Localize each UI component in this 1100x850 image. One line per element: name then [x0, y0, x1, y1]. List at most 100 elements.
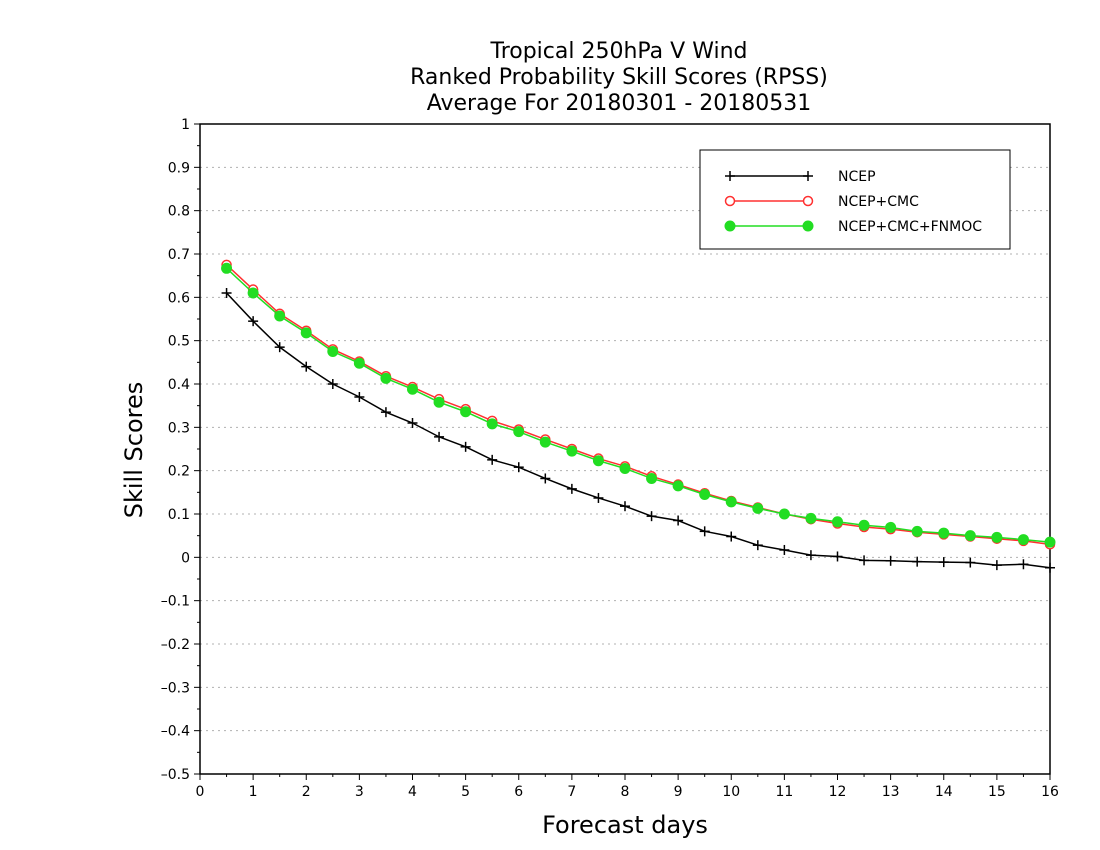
data-point	[912, 556, 923, 567]
x-tick-label: 5	[461, 784, 470, 800]
series-1	[221, 259, 1056, 550]
data-point	[858, 519, 870, 531]
y-tick-label: 0.9	[168, 160, 190, 176]
chart-title-line-3: Average For 20180301 - 20180531	[427, 91, 812, 116]
data-point	[407, 383, 418, 395]
legend-label: NCEP+CMC	[838, 194, 919, 210]
data-point	[460, 406, 472, 418]
data-point	[619, 463, 631, 474]
x-tick-label: 3	[355, 784, 364, 800]
legend-marker-end	[803, 171, 813, 181]
data-point	[247, 287, 259, 299]
data-point	[885, 521, 897, 533]
data-point	[673, 515, 684, 526]
chart-title-line-1: Tropical 250hPa V Wind	[489, 39, 747, 64]
data-point	[699, 526, 710, 537]
legend-label: NCEP	[838, 169, 876, 185]
legend-box	[699, 149, 1011, 250]
data-point	[805, 512, 817, 524]
data-point	[513, 426, 525, 438]
legend-marker-start	[725, 171, 735, 181]
x-tick-label: 15	[988, 784, 1006, 800]
data-point	[1045, 562, 1055, 573]
y-tick-label: –0.2	[161, 637, 190, 653]
data-point	[991, 560, 1002, 571]
y-tick-label: –0.1	[161, 594, 190, 610]
legend-marker-end	[802, 195, 814, 207]
x-tick-label: 1	[249, 784, 258, 800]
data-point	[380, 372, 392, 384]
data-point	[566, 483, 577, 494]
x-tick-label: 12	[829, 784, 847, 800]
data-point	[938, 527, 950, 539]
legend-marker-start	[724, 220, 736, 232]
chart-title: Tropical 250hPa V Wind Ranked Probabilit…	[410, 39, 828, 116]
data-point	[752, 502, 764, 514]
data-point	[539, 436, 551, 448]
data-point	[301, 361, 312, 372]
data-point	[646, 472, 658, 484]
data-point	[911, 525, 923, 537]
x-tick-label: 10	[722, 784, 740, 800]
data-point	[274, 342, 285, 353]
y-tick-label: 0.1	[168, 507, 190, 523]
data-point	[699, 489, 711, 500]
x-tick-label: 11	[775, 784, 793, 800]
y-tick-label: –0.5	[161, 767, 190, 783]
y-tick-label: 0	[181, 550, 190, 566]
data-point	[805, 550, 816, 561]
x-tick-label: 7	[567, 784, 576, 800]
legend-marker-end	[802, 220, 814, 232]
y-tick-label: 0.4	[168, 377, 190, 393]
data-point	[832, 551, 843, 562]
data-point	[779, 544, 790, 555]
data-point	[486, 418, 498, 430]
x-axis-ticks: 0 1 2 3 4 5 6 7 8 9 10 11 12 13 14 15 16	[196, 774, 1059, 800]
data-point	[487, 454, 498, 465]
series-line	[226, 264, 1051, 546]
y-tick-label: 0.6	[168, 290, 190, 306]
data-point	[885, 555, 896, 566]
x-tick-label: 14	[935, 784, 953, 800]
y-tick-label: 0.3	[168, 420, 190, 436]
legend-label: NCEP+CMC+FNMOC	[838, 219, 982, 235]
chart-title-line-2: Ranked Probability Skill Scores (RPSS)	[410, 65, 828, 90]
data-point	[672, 480, 684, 492]
data-point	[274, 310, 286, 322]
x-tick-label: 13	[882, 784, 900, 800]
data-point	[434, 431, 445, 442]
data-point	[354, 392, 365, 402]
y-axis-ticks: –0.5 –0.4 –0.3 –0.2 –0.1 0 0.1 0.2 0.3 0.4 0.5 0.6 0…	[161, 117, 200, 783]
data-point	[592, 455, 604, 467]
y-axis-label: Skill Scores	[120, 382, 148, 519]
data-point	[725, 496, 737, 508]
series-0	[221, 288, 1055, 573]
data-point	[726, 531, 737, 542]
x-axis-label: Forecast days	[542, 811, 708, 839]
legend: NCEP NCEP+CMC NCEP+CMC+FNMOC	[699, 149, 1011, 250]
series-2	[221, 262, 1056, 548]
data-point	[1044, 536, 1056, 548]
x-tick-label: 0	[196, 784, 205, 800]
data-point	[991, 531, 1003, 543]
data-point	[964, 530, 976, 542]
data-point	[965, 557, 976, 568]
data-point	[752, 540, 763, 551]
y-tick-label: –0.3	[161, 680, 190, 696]
data-point	[433, 396, 445, 408]
data-point	[938, 557, 949, 568]
data-point	[859, 555, 870, 566]
y-tick-label: –0.4	[161, 724, 190, 740]
y-tick-label: 0.5	[168, 334, 190, 350]
data-point	[327, 346, 339, 357]
data-point	[832, 516, 843, 528]
data-point	[460, 441, 471, 452]
data-point	[540, 473, 551, 484]
data-point	[353, 357, 365, 369]
data-point	[646, 511, 657, 522]
data-point	[1018, 559, 1029, 570]
x-tick-label: 2	[302, 784, 311, 800]
y-tick-label: 1	[181, 117, 190, 133]
series-lines	[221, 259, 1056, 573]
data-point	[513, 462, 524, 473]
